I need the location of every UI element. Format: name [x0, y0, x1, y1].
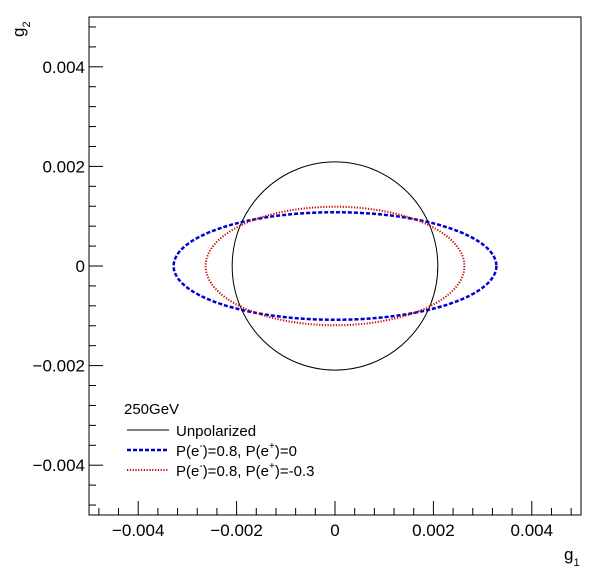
y-tick-label: −0.004: [33, 456, 85, 475]
legend-label-pol-b: P(e-)=0.8, P(e+)=-0.3: [176, 461, 314, 480]
y-axis-title: g2: [9, 21, 33, 37]
y-tick-label: −0.002: [33, 357, 85, 376]
x-axis-title: g1: [564, 545, 580, 569]
y-tick-label: 0.004: [42, 58, 85, 77]
y-tick-label: 0: [76, 257, 85, 276]
legend-header: 250GeV: [124, 401, 179, 418]
x-tick-label: 0.002: [412, 521, 455, 540]
x-tick-label: −0.002: [210, 521, 262, 540]
x-tick-label: −0.004: [112, 521, 164, 540]
curve-unpolarized: [231, 161, 439, 371]
x-tick-label: 0.004: [511, 521, 554, 540]
curve-pol-b: [204, 205, 466, 327]
y-tick-label: 0.002: [42, 157, 85, 176]
curves-group: [172, 161, 498, 371]
axis-ticks: −0.004 −0.002 0 0.002 0.004 −0.004 −0.002 0 0.00…: [33, 26, 572, 540]
legend: 250GeV Unpolarized P(e-)=0.8, P(e+)=0 P(…: [124, 401, 314, 480]
legend-label-unpolarized: Unpolarized: [176, 423, 256, 440]
plot-frame: [88, 16, 582, 516]
curve-pol-a: [172, 210, 498, 322]
x-tick-label: 0: [330, 521, 339, 540]
legend-label-pol-a: P(e-)=0.8, P(e+)=0: [176, 441, 297, 460]
